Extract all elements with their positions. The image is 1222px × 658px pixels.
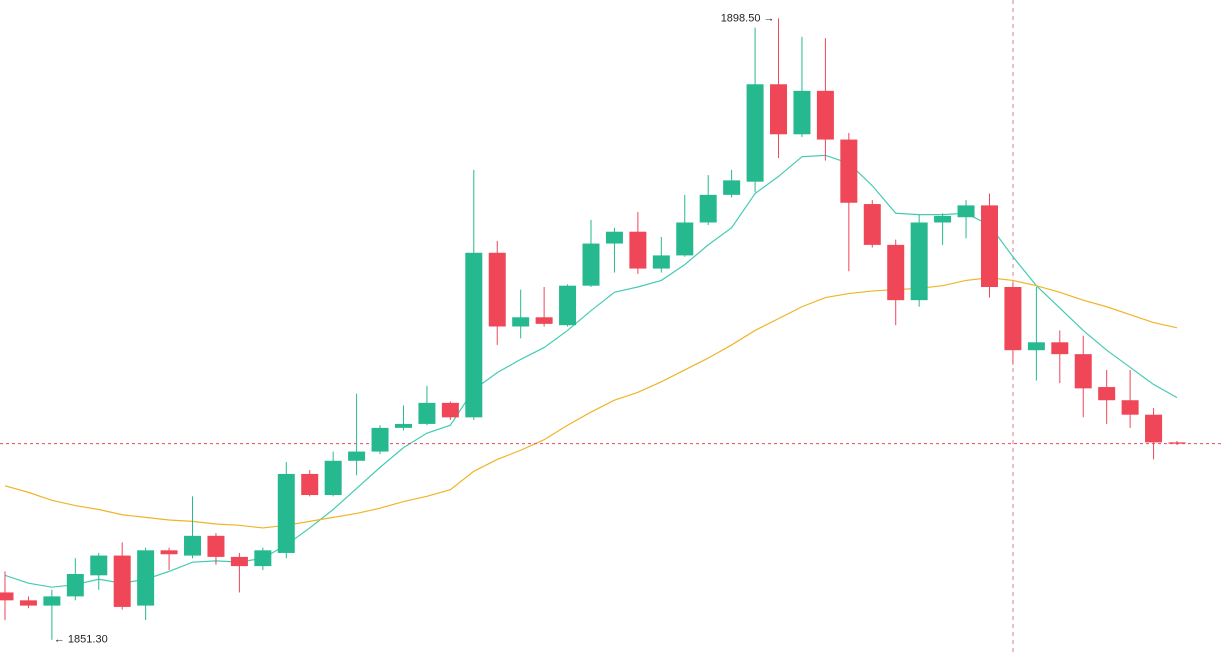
candle-body (230, 556, 248, 567)
candle-body (934, 215, 952, 223)
candle-body (441, 402, 459, 418)
candle-body (207, 535, 225, 557)
candle-body (1145, 414, 1163, 443)
candle-body (1027, 342, 1045, 351)
candle-body (90, 555, 108, 576)
candle-body (301, 473, 319, 496)
candle-body (66, 574, 84, 597)
candle-body (746, 84, 764, 182)
candle-body (19, 600, 37, 606)
candle-body (699, 194, 717, 223)
candle-body (488, 252, 506, 327)
candle-body (113, 555, 131, 607)
candle-body (1121, 400, 1139, 415)
candle-body (1098, 387, 1116, 401)
candle-body (0, 592, 14, 601)
candle-body (348, 451, 366, 461)
candle-body (277, 473, 295, 553)
candle-body (676, 222, 694, 256)
candle-body (863, 204, 881, 245)
candle-body (957, 205, 975, 218)
candle-body (254, 550, 272, 567)
candle-body (559, 285, 577, 326)
candle-body (816, 90, 834, 140)
candle-body (324, 460, 342, 496)
candle-body (887, 244, 905, 301)
candle-body (840, 139, 858, 203)
candle-body (629, 231, 647, 269)
candle-body (723, 180, 741, 195)
candle-body (465, 252, 483, 418)
candle-body (652, 255, 670, 269)
candle-body (137, 550, 155, 606)
candle-body (605, 231, 623, 244)
candle-body (793, 90, 811, 135)
candle-body (160, 550, 178, 555)
candle-body (1074, 354, 1092, 389)
candle-body (371, 427, 389, 452)
candle-body (1168, 442, 1186, 444)
candle-body (910, 222, 928, 301)
candle-body (43, 596, 61, 606)
high-label: 1898.50 → (721, 12, 775, 24)
candle-body (394, 423, 412, 428)
candle-body (535, 317, 553, 324)
candle-body (1051, 342, 1069, 355)
candle-body (184, 535, 202, 556)
candle-body (582, 243, 600, 286)
candle-body (770, 84, 788, 135)
candle-body (980, 205, 998, 288)
candle-body (512, 317, 530, 327)
candle-body (1004, 287, 1022, 351)
candle-body (418, 402, 436, 424)
low-label: ← 1851.30 (54, 634, 108, 646)
